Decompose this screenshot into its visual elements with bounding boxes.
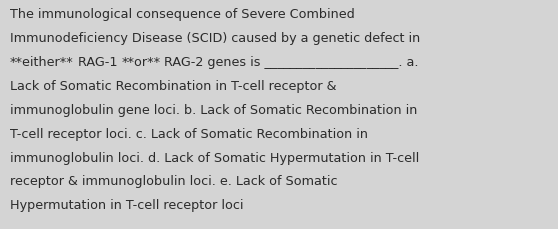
Text: RAG-2 genes is _____________________. a.: RAG-2 genes is _____________________. a. <box>160 56 419 69</box>
Text: receptor & immunoglobulin loci. e. Lack of Somatic: receptor & immunoglobulin loci. e. Lack … <box>10 175 338 188</box>
Text: **or**: **or** <box>121 56 160 69</box>
Text: T-cell receptor loci. c. Lack of Somatic Recombination in: T-cell receptor loci. c. Lack of Somatic… <box>10 127 368 140</box>
Text: The immunological consequence of Severe Combined: The immunological consequence of Severe … <box>10 8 355 21</box>
Text: immunoglobulin loci. d. Lack of Somatic Hypermutation in T-cell: immunoglobulin loci. d. Lack of Somatic … <box>10 151 419 164</box>
Text: immunoglobulin gene loci. b. Lack of Somatic Recombination in: immunoglobulin gene loci. b. Lack of Som… <box>10 103 417 116</box>
Text: **either**: **either** <box>10 56 74 69</box>
Text: Hypermutation in T-cell receptor loci: Hypermutation in T-cell receptor loci <box>10 199 243 212</box>
Text: RAG-1: RAG-1 <box>74 56 121 69</box>
Text: Lack of Somatic Recombination in T-cell receptor &: Lack of Somatic Recombination in T-cell … <box>10 79 336 93</box>
Text: Immunodeficiency Disease (SCID) caused by a genetic defect in: Immunodeficiency Disease (SCID) caused b… <box>10 32 420 45</box>
